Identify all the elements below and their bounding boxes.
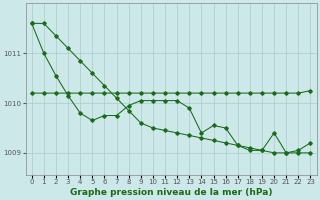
X-axis label: Graphe pression niveau de la mer (hPa): Graphe pression niveau de la mer (hPa) xyxy=(70,188,272,197)
